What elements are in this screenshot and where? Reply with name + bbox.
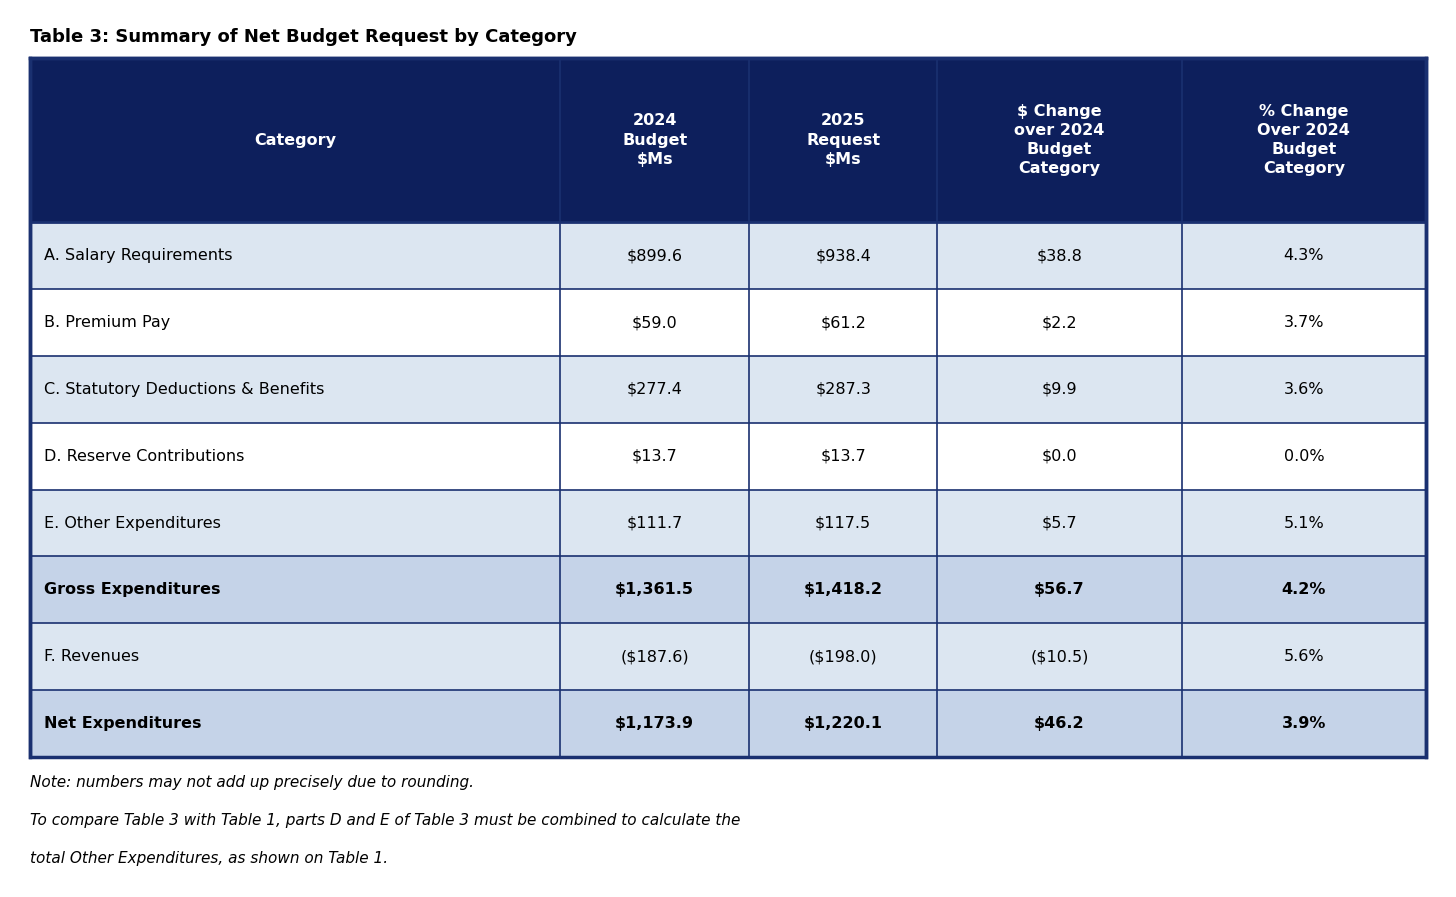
- Text: Table 3: Summary of Net Budget Request by Category: Table 3: Summary of Net Budget Request b…: [31, 28, 577, 46]
- Text: $1,173.9: $1,173.9: [616, 716, 695, 731]
- Text: 3.9%: 3.9%: [1281, 716, 1326, 731]
- Bar: [31, 289, 1425, 356]
- Text: $277.4: $277.4: [626, 382, 683, 396]
- Bar: [31, 690, 1425, 757]
- Text: $899.6: $899.6: [626, 248, 683, 263]
- Text: A. Salary Requirements: A. Salary Requirements: [44, 248, 233, 263]
- Text: 5.1%: 5.1%: [1284, 516, 1324, 530]
- Bar: [31, 356, 1425, 422]
- Text: 4.2%: 4.2%: [1281, 582, 1326, 597]
- Text: D. Reserve Contributions: D. Reserve Contributions: [44, 448, 245, 464]
- Text: 5.6%: 5.6%: [1284, 649, 1324, 665]
- Bar: [31, 490, 1425, 556]
- Text: $13.7: $13.7: [632, 448, 677, 464]
- Text: E. Other Expenditures: E. Other Expenditures: [44, 516, 221, 530]
- Text: B. Premium Pay: B. Premium Pay: [44, 315, 170, 330]
- Text: Category: Category: [255, 133, 336, 148]
- Text: $13.7: $13.7: [820, 448, 866, 464]
- Bar: [31, 422, 1425, 490]
- Text: $1,220.1: $1,220.1: [804, 716, 882, 731]
- Text: F. Revenues: F. Revenues: [44, 649, 140, 665]
- Text: $61.2: $61.2: [820, 315, 866, 330]
- Text: $2.2: $2.2: [1041, 315, 1077, 330]
- Bar: [31, 556, 1425, 623]
- Bar: [31, 623, 1425, 690]
- Bar: [31, 222, 1425, 289]
- Text: $38.8: $38.8: [1037, 248, 1082, 263]
- Text: C. Statutory Deductions & Benefits: C. Statutory Deductions & Benefits: [44, 382, 325, 396]
- Bar: [31, 58, 1425, 222]
- Text: $5.7: $5.7: [1041, 516, 1077, 530]
- Text: $0.0: $0.0: [1041, 448, 1077, 464]
- Text: 2024
Budget
$Ms: 2024 Budget $Ms: [622, 113, 687, 167]
- Text: $111.7: $111.7: [626, 516, 683, 530]
- Text: 0.0%: 0.0%: [1284, 448, 1324, 464]
- Text: $1,361.5: $1,361.5: [616, 582, 695, 597]
- Text: Note: numbers may not add up precisely due to rounding.: Note: numbers may not add up precisely d…: [31, 775, 475, 790]
- Text: $1,418.2: $1,418.2: [804, 582, 882, 597]
- Text: 4.3%: 4.3%: [1284, 248, 1324, 263]
- Bar: [31, 58, 1425, 757]
- Text: Net Expenditures: Net Expenditures: [44, 716, 201, 731]
- Text: $ Change
over 2024
Budget
Category: $ Change over 2024 Budget Category: [1015, 104, 1105, 177]
- Text: % Change
Over 2024
Budget
Category: % Change Over 2024 Budget Category: [1258, 104, 1350, 177]
- Text: 3.7%: 3.7%: [1284, 315, 1324, 330]
- Text: 3.6%: 3.6%: [1284, 382, 1324, 396]
- Text: $46.2: $46.2: [1034, 716, 1085, 731]
- Text: $56.7: $56.7: [1034, 582, 1085, 597]
- Text: 2025
Request
$Ms: 2025 Request $Ms: [807, 113, 881, 167]
- Text: $9.9: $9.9: [1041, 382, 1077, 396]
- Text: $938.4: $938.4: [815, 248, 871, 263]
- Text: ($10.5): ($10.5): [1031, 649, 1089, 665]
- Text: ($187.6): ($187.6): [620, 649, 689, 665]
- Text: ($198.0): ($198.0): [810, 649, 878, 665]
- Text: $59.0: $59.0: [632, 315, 677, 330]
- Text: Gross Expenditures: Gross Expenditures: [44, 582, 220, 597]
- Text: $117.5: $117.5: [815, 516, 871, 530]
- Text: To compare Table 3 with Table 1, parts D and E of Table 3 must be combined to ca: To compare Table 3 with Table 1, parts D…: [31, 813, 740, 828]
- Text: $287.3: $287.3: [815, 382, 871, 396]
- Text: total Other Expenditures, as shown on Table 1.: total Other Expenditures, as shown on Ta…: [31, 851, 389, 866]
